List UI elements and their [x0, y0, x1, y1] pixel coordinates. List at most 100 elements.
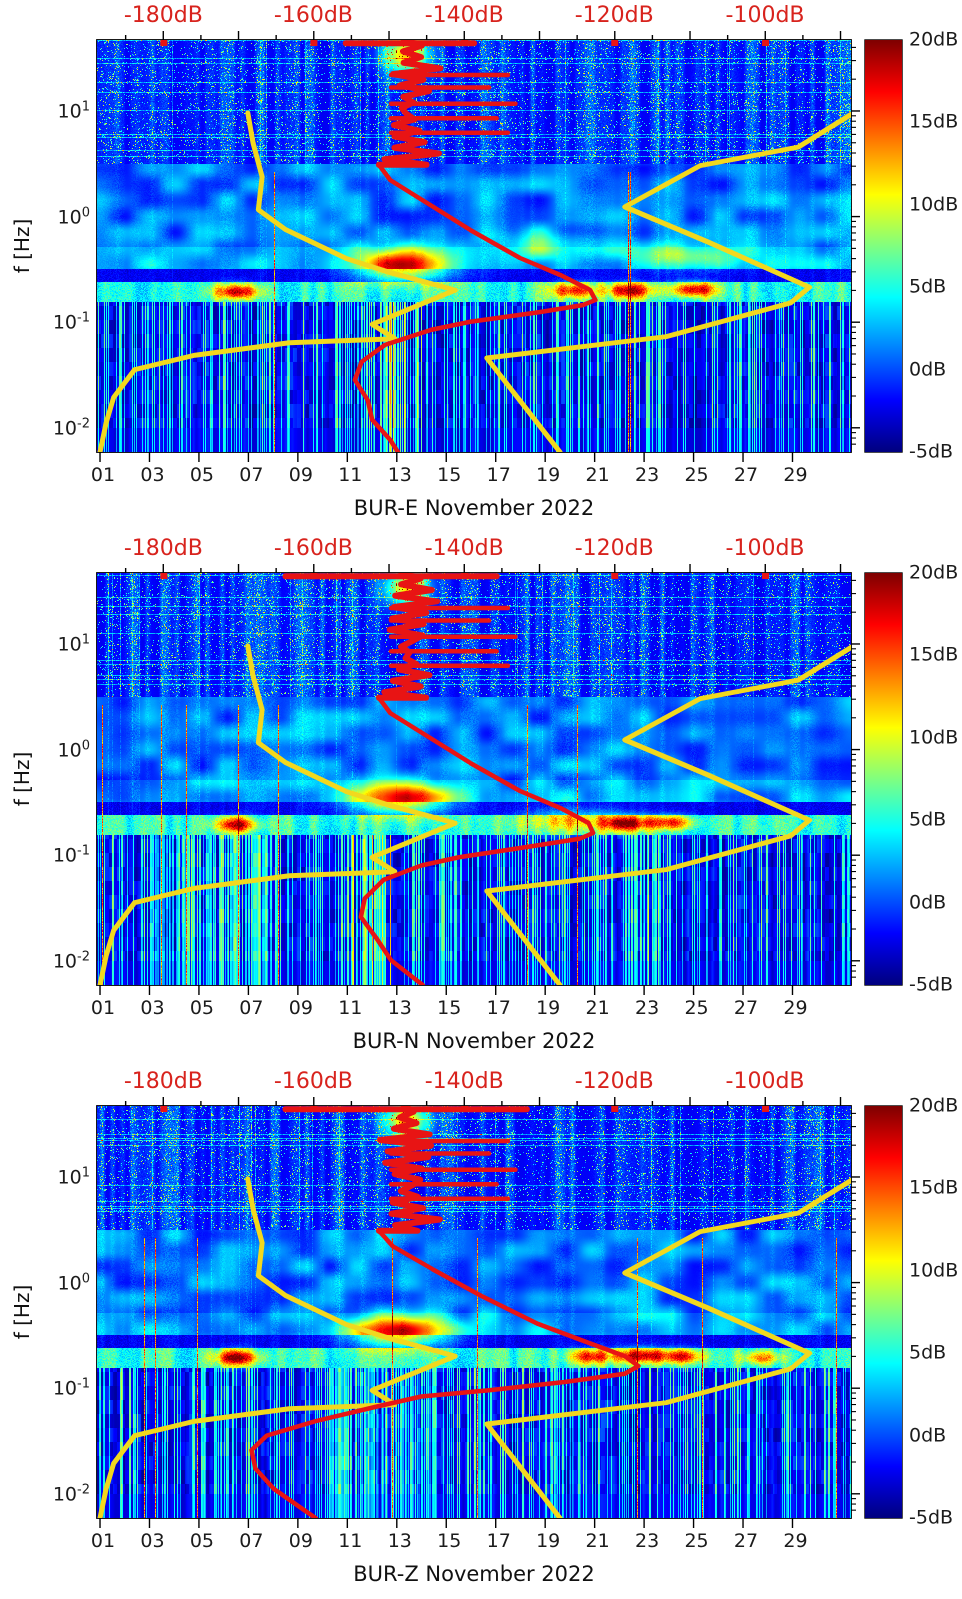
colorbar-label: 5dB [909, 275, 947, 298]
x-tick-label: 27 [733, 464, 759, 486]
x-tick-label: 27 [733, 1530, 759, 1552]
colorbar-label: 0dB [909, 891, 947, 914]
x-tick-label: 15 [437, 1530, 462, 1552]
y-axis-label: f [Hz] [10, 218, 34, 274]
top-axis-db-label: -180dB [123, 3, 203, 28]
top-axis-db-label: -160dB [273, 3, 353, 28]
colorbar-label: -5dB [909, 973, 954, 996]
x-tick-label: 07 [239, 1530, 264, 1552]
x-tick-label: 05 [189, 464, 215, 486]
colorbar-label: 10dB [909, 726, 959, 749]
x-tick-label: 17 [486, 997, 511, 1019]
y-tick-label: 10-2 [52, 416, 90, 440]
y-axis-label: f [Hz] [10, 1284, 34, 1340]
colorbar-label: 10dB [909, 193, 959, 216]
top-axis-db-label: -100dB [725, 1069, 805, 1094]
spectrogram-panel-bur-n: -180dB -160dB -140dB -120dB -100dB 01 03 05 07 09… [0, 533, 962, 1066]
top-axis-db-label: -140dB [424, 536, 504, 561]
y-tick-label: 100 [57, 204, 90, 229]
colorbar-label: 15dB [909, 110, 959, 133]
x-tick-label: 19 [536, 1530, 561, 1552]
x-tick-label: 15 [437, 997, 462, 1019]
panel-title: BUR-Z November 2022 [353, 1562, 595, 1586]
spectrogram-canvas [97, 40, 851, 452]
y-axis-label: f [Hz] [10, 751, 34, 807]
top-axis-db-label: -120dB [574, 1069, 654, 1094]
y-tick-label: 10-2 [52, 949, 90, 973]
spectrogram-panel-bur-z: -180dB -160dB -140dB -120dB -100dB 01 03 05 07 09… [0, 1066, 962, 1599]
colorbar-label: 0dB [909, 1424, 947, 1447]
x-tick-label: 25 [684, 997, 709, 1019]
x-tick-label: 23 [635, 997, 660, 1019]
colorbar-label: 20dB [909, 28, 959, 51]
colorbar-label: -5dB [909, 1506, 954, 1529]
x-tick-label: 01 [90, 997, 116, 1019]
x-tick-label: 11 [338, 997, 363, 1019]
x-tick-label: 15 [437, 464, 462, 486]
x-tick-label: 13 [387, 464, 412, 486]
y-tick-label: 101 [57, 1165, 90, 1189]
y-tick-label: 10-1 [52, 843, 90, 867]
colorbar-label: 20dB [909, 561, 959, 584]
colorbar-canvas [865, 1106, 902, 1518]
colorbar-label: 0dB [909, 358, 947, 381]
x-tick-label: 05 [189, 1530, 215, 1552]
y-tick-label: 10-1 [52, 310, 90, 334]
x-tick-label: 25 [684, 1530, 709, 1552]
y-tick-label: 101 [57, 632, 90, 656]
x-tick-label: 21 [585, 464, 610, 486]
x-tick-label: 05 [189, 997, 215, 1019]
y-tick-label: 101 [57, 99, 90, 123]
colorbar-canvas [865, 40, 902, 452]
colorbar-label: -5dB [909, 440, 954, 463]
x-tick-label: 21 [585, 1530, 610, 1552]
y-tick-label: 10-1 [52, 1376, 90, 1400]
top-axis-db-label: -160dB [273, 1069, 353, 1094]
x-tick-label: 17 [486, 464, 511, 486]
y-tick-label: 100 [57, 737, 90, 762]
spectrogram-canvas [97, 573, 851, 985]
x-tick-label: 07 [239, 997, 264, 1019]
panel-title: BUR-E November 2022 [353, 496, 595, 520]
spectrogram-canvas [97, 1106, 851, 1518]
x-tick-label: 09 [288, 464, 313, 486]
x-tick-label: 03 [140, 1530, 165, 1552]
colorbar-label: 20dB [909, 1094, 959, 1117]
x-tick-label: 01 [90, 1530, 116, 1552]
panel-title: BUR-N November 2022 [352, 1029, 596, 1053]
x-tick-label: 13 [387, 1530, 412, 1552]
x-tick-label: 23 [635, 1530, 660, 1552]
x-tick-label: 07 [239, 464, 264, 486]
x-tick-label: 29 [783, 464, 808, 486]
x-tick-label: 01 [90, 464, 116, 486]
top-axis-db-label: -160dB [273, 536, 353, 561]
x-tick-label: 23 [635, 464, 660, 486]
top-axis-db-label: -120dB [574, 3, 654, 28]
colorbar-label: 5dB [909, 808, 947, 831]
top-axis-db-label: -100dB [725, 536, 805, 561]
top-axis-db-label: -120dB [574, 536, 654, 561]
x-tick-label: 21 [585, 997, 610, 1019]
top-axis-db-label: -100dB [725, 3, 805, 28]
colorbar-canvas [865, 573, 902, 985]
x-tick-label: 29 [783, 1530, 808, 1552]
y-tick-label: 100 [57, 1270, 90, 1295]
top-axis-db-label: -180dB [123, 1069, 203, 1094]
x-tick-label: 09 [288, 1530, 313, 1552]
x-tick-label: 17 [486, 1530, 511, 1552]
x-tick-label: 11 [338, 464, 363, 486]
y-tick-label: 10-2 [52, 1482, 90, 1506]
x-tick-label: 19 [536, 464, 561, 486]
colorbar-label: 15dB [909, 643, 959, 666]
x-tick-label: 03 [140, 997, 165, 1019]
x-tick-label: 25 [684, 464, 709, 486]
x-tick-label: 13 [387, 997, 412, 1019]
x-tick-label: 09 [288, 997, 313, 1019]
top-axis-db-label: -140dB [424, 3, 504, 28]
spectrogram-panel-bur-e: -180dB -160dB -140dB -120dB -100dB 01 03 05 07 09… [0, 0, 962, 533]
x-tick-label: 11 [338, 1530, 363, 1552]
x-tick-label: 29 [783, 997, 808, 1019]
colorbar-label: 10dB [909, 1259, 959, 1282]
x-tick-label: 19 [536, 997, 561, 1019]
